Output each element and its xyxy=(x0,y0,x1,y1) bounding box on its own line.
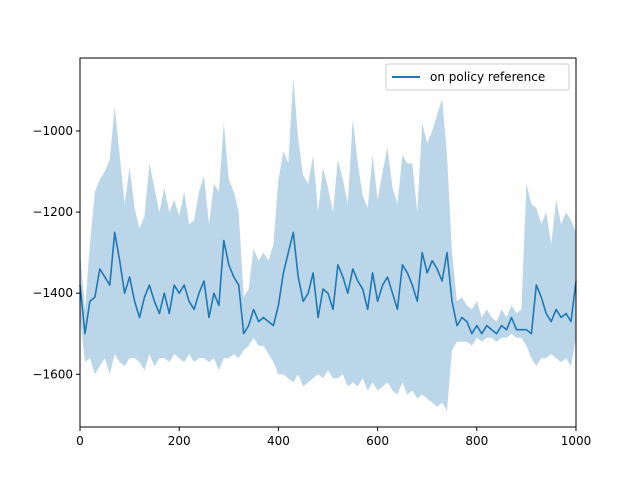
legend-label: on policy reference xyxy=(430,70,545,84)
legend-box xyxy=(385,63,570,91)
plot-layer xyxy=(79,78,577,411)
y-tick-label: −1000 xyxy=(32,124,73,138)
series-line xyxy=(79,231,577,335)
x-tick-label: 200 xyxy=(168,434,191,448)
y-tick-label: −1200 xyxy=(32,205,73,219)
confidence-band xyxy=(80,78,576,411)
x-tick-label: 0 xyxy=(76,434,84,448)
y-tick-label: −1600 xyxy=(32,367,73,381)
x-tick-label: 600 xyxy=(366,434,389,448)
x-tick-label: 1000 xyxy=(561,434,592,448)
plot-frame xyxy=(79,57,577,428)
legend: on policy reference xyxy=(385,63,570,91)
axes-layer: 0 200 400 600 800 1000 −1600 −1400 −1200 −1000 xyxy=(32,124,591,448)
x-tick-label: 400 xyxy=(267,434,290,448)
y-tick-label: −1400 xyxy=(32,286,73,300)
x-tick-label: 800 xyxy=(465,434,488,448)
